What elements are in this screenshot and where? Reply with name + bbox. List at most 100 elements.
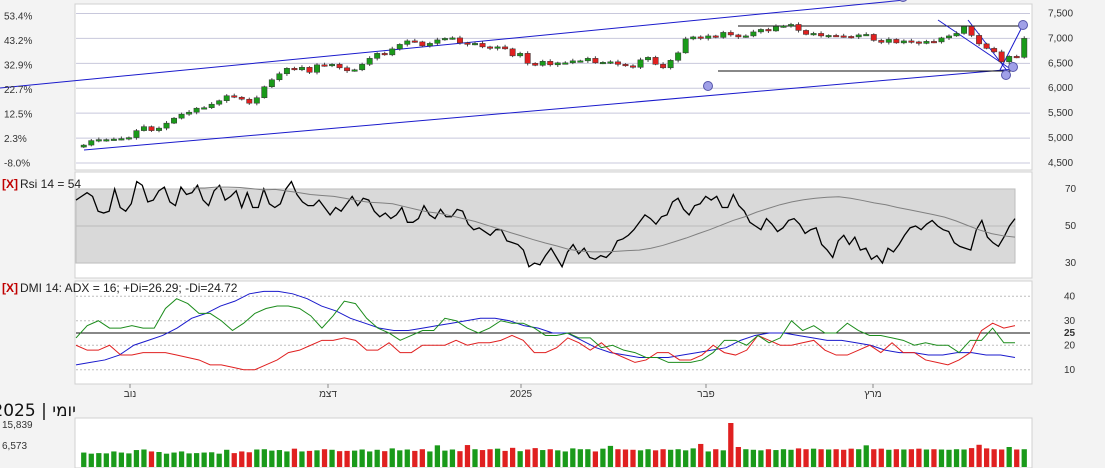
candle-body xyxy=(140,126,147,131)
volume-bar xyxy=(976,444,982,467)
volume-bar xyxy=(472,449,478,467)
candle-body xyxy=(88,140,95,146)
price-right-tick: 6,000 xyxy=(1048,83,1073,94)
volume-bar xyxy=(863,445,869,467)
candle-body xyxy=(404,40,411,45)
volume-bar xyxy=(525,449,531,467)
candle-body xyxy=(765,29,772,32)
candle-body xyxy=(637,59,644,68)
candle-body xyxy=(186,111,193,115)
dmi-tick: 10 xyxy=(1064,365,1076,376)
volume-bar xyxy=(577,449,583,467)
dmi-tick: 25 xyxy=(1064,328,1076,339)
candle-body xyxy=(1021,38,1028,58)
candle-body xyxy=(314,64,320,73)
volume-bar xyxy=(637,450,644,467)
candle-body xyxy=(630,65,636,68)
rsi-tick: 70 xyxy=(1065,184,1077,195)
candle-body xyxy=(863,34,870,37)
price-right-tick: 5,500 xyxy=(1048,108,1073,119)
rsi-close-x[interactable]: [X] xyxy=(2,177,18,191)
volume-bar xyxy=(284,451,290,467)
volume-bar xyxy=(901,449,907,467)
volume-bar xyxy=(773,450,779,467)
volume-bar xyxy=(600,448,606,467)
volume-bar xyxy=(713,449,719,467)
candle-body xyxy=(795,24,802,31)
candle-body xyxy=(833,35,840,38)
price-trendline xyxy=(0,0,906,89)
candle-body xyxy=(622,64,629,67)
volume-bar xyxy=(148,451,155,467)
volume-bar xyxy=(555,450,561,467)
rsi-ma-line xyxy=(193,186,1016,253)
volume-bar xyxy=(999,449,1005,467)
dmi-tick: 30 xyxy=(1064,316,1076,327)
candle-body xyxy=(675,52,682,61)
dmi-title: [X] DMI 14: ADX = 16; +Di=26.29; -Di=24.7… xyxy=(2,281,238,295)
rsi-title-text: Rsi 14 = 54 xyxy=(20,177,81,191)
trendline-handle xyxy=(703,81,713,91)
volume-bar xyxy=(607,445,614,467)
dmi-close-x[interactable]: [X] xyxy=(2,281,18,295)
volume-bar xyxy=(743,449,749,467)
volume-bar xyxy=(946,449,952,467)
candle-body xyxy=(697,36,704,39)
candle-body xyxy=(569,60,576,64)
volume-bar xyxy=(412,450,418,467)
candle-body xyxy=(818,33,825,37)
candle-body xyxy=(848,36,855,39)
price-right-tick: 4,500 xyxy=(1048,158,1073,169)
candle-body xyxy=(825,35,832,38)
candle-body xyxy=(494,46,501,49)
price-left-tick: -8.0% xyxy=(4,159,30,170)
candle-body xyxy=(464,42,471,45)
candle-body xyxy=(434,39,441,44)
volume-bar xyxy=(193,453,200,467)
candle-body xyxy=(788,24,794,27)
adx-line xyxy=(75,290,1016,366)
volume-bar xyxy=(728,423,734,467)
price-trendline xyxy=(999,26,1023,71)
rsi-tick: 50 xyxy=(1065,221,1077,232)
price-left-tick: 2.3% xyxy=(4,134,27,145)
volume-bar xyxy=(630,449,636,467)
chart-footer: יומי | 25/03/2025 | וואן טכנולוגיות | bu… xyxy=(0,401,76,421)
volume-bar xyxy=(201,452,207,467)
volume-bar xyxy=(1006,446,1012,467)
candle-body xyxy=(547,61,554,66)
volume-bar xyxy=(833,449,839,467)
candle-body xyxy=(216,100,223,105)
price-right-tick: 6,500 xyxy=(1048,58,1073,69)
trendline-handle xyxy=(1008,62,1018,72)
volume-bar xyxy=(818,449,824,467)
candle-body xyxy=(592,58,599,64)
candle-body xyxy=(930,41,937,44)
candle-body xyxy=(607,61,614,64)
volume-bar xyxy=(464,445,471,467)
volume-bar xyxy=(344,450,350,467)
candle-body xyxy=(163,122,170,129)
volume-bar xyxy=(163,453,170,467)
candle-body xyxy=(682,38,689,54)
candle-body xyxy=(983,43,990,49)
rsi-line xyxy=(75,180,1016,269)
candle-body xyxy=(351,69,358,72)
candle-body xyxy=(810,33,817,36)
volume-bar xyxy=(780,449,787,467)
volume-bar xyxy=(231,453,237,467)
volume-bar xyxy=(517,451,523,467)
candle-body xyxy=(246,98,253,104)
candle-body xyxy=(201,107,208,110)
volume-bar xyxy=(126,453,132,467)
candle-body xyxy=(923,41,930,44)
volume-bar xyxy=(931,449,937,467)
volume-bar xyxy=(720,450,726,467)
candle-body xyxy=(291,68,298,71)
candle-body xyxy=(283,68,290,75)
candle-body xyxy=(870,34,877,41)
volume-bar xyxy=(449,449,456,467)
volume-bar xyxy=(299,451,305,467)
candle-body xyxy=(742,35,749,38)
